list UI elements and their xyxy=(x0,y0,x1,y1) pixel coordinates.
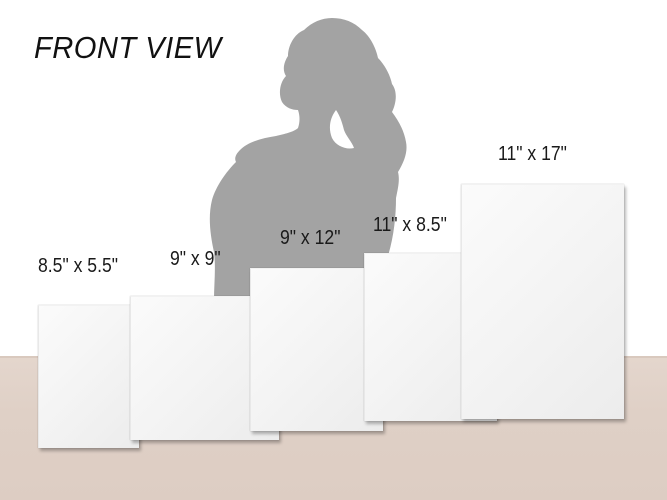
canvas-9x12 xyxy=(250,268,383,431)
canvas-8-5x5-5 xyxy=(38,305,139,448)
canvas-11x17 xyxy=(461,184,624,419)
size-label-9x9: 9" x 9" xyxy=(170,248,221,270)
size-label-11x8-5: 11" x 8.5" xyxy=(373,214,447,236)
person-silhouette-icon xyxy=(209,18,407,312)
page-title: FRONT VIEW xyxy=(34,30,222,65)
size-label-9x12: 9" x 12" xyxy=(280,227,341,249)
size-label-8-5x5-5: 8.5" x 5.5" xyxy=(38,255,119,277)
size-label-11x17: 11" x 17" xyxy=(498,143,567,165)
